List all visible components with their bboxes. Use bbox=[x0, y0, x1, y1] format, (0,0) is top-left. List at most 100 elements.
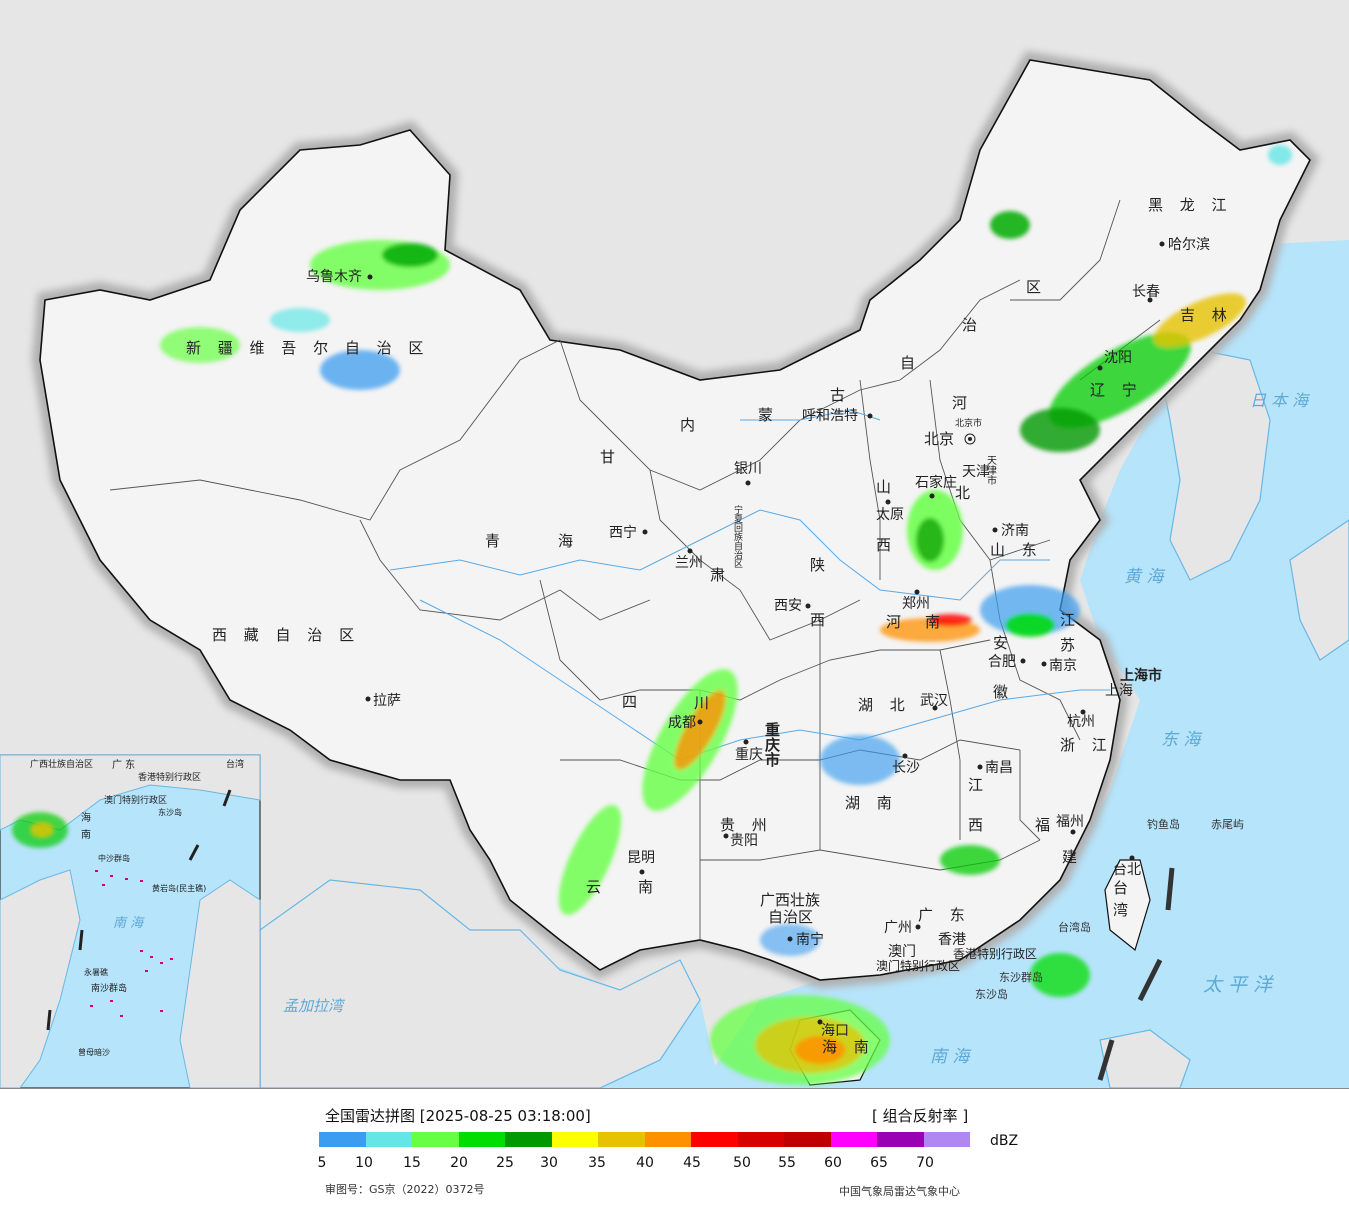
svg-text:银川: 银川 bbox=[734, 461, 762, 477]
city-zhengzhou: 郑州 bbox=[902, 589, 930, 612]
legend-tick-label: 55 bbox=[778, 1155, 796, 1171]
city-kunming: 昆明 bbox=[627, 850, 655, 875]
label-beijing-prov: 北京市 bbox=[955, 417, 982, 429]
label-diaoyu: 钓鱼岛 bbox=[1147, 817, 1180, 831]
label-qinghai-a: 青 bbox=[485, 532, 506, 550]
city-taipei: 台北 bbox=[1113, 855, 1141, 878]
legend-color-bar bbox=[319, 1132, 970, 1147]
city-xian: 西安 bbox=[774, 598, 811, 614]
legend-tick-label: 15 bbox=[403, 1155, 421, 1171]
label-taiwan-island: 台湾岛 bbox=[1058, 920, 1091, 934]
label-heilongjiang: 黑 龙 江 bbox=[1148, 196, 1233, 214]
label-shanxi-b: 西 bbox=[876, 536, 897, 554]
legend-panel: 全国雷达拼图 [2025-08-25 03:18:00] [ 组合反射率 ] d… bbox=[0, 1089, 1349, 1208]
svg-text:南京: 南京 bbox=[1049, 658, 1077, 674]
city-tianjin: 天津 bbox=[962, 464, 990, 480]
label-shanxi-a: 山 bbox=[876, 478, 897, 496]
legend-tick-label: 45 bbox=[683, 1155, 701, 1171]
svg-text:上海: 上海 bbox=[1105, 683, 1133, 699]
svg-text:贵阳: 贵阳 bbox=[730, 833, 758, 849]
indochina-land bbox=[259, 879, 701, 1088]
label-jiangsu-b: 苏 bbox=[1060, 636, 1081, 654]
city-shenyang: 沈阳 bbox=[1097, 350, 1132, 371]
label-henan-b: 南 bbox=[925, 613, 946, 631]
svg-text:成都: 成都 bbox=[668, 715, 696, 731]
legend-swatch bbox=[877, 1132, 924, 1147]
label-taiwan-a: 台 bbox=[1113, 879, 1134, 897]
rivers bbox=[389, 409, 1110, 761]
inset-guangdong: 广 东 bbox=[112, 758, 135, 771]
svg-text:拉萨: 拉萨 bbox=[373, 693, 401, 709]
svg-text:香港: 香港 bbox=[938, 932, 966, 948]
legend-product: [ 组合反射率 ] bbox=[872, 1107, 969, 1125]
legend-tick-label: 5 bbox=[317, 1155, 327, 1171]
label-macau: 澳门特别行政区 bbox=[876, 958, 960, 973]
city-shanghai: 上海 bbox=[1105, 683, 1133, 699]
city-nanning: 南宁 bbox=[787, 931, 824, 948]
label-guizhou: 贵 州 bbox=[720, 816, 773, 834]
label-neimenggu-a: 内 bbox=[680, 416, 701, 434]
legend-tick-label: 20 bbox=[450, 1155, 468, 1171]
legend-swatch bbox=[923, 1132, 970, 1147]
svg-text:兰州: 兰州 bbox=[675, 555, 703, 571]
label-chongqing: 重庆市 bbox=[763, 721, 781, 768]
svg-text:西宁: 西宁 bbox=[609, 524, 637, 541]
legend-review-number: 审图号：GS京（2022）0372号 bbox=[325, 1183, 485, 1196]
label-qinghai-b: 海 bbox=[558, 532, 579, 550]
label-guangxi-b: 自治区 bbox=[768, 908, 813, 926]
label-tianjin: 天津市 bbox=[985, 455, 997, 486]
legend-tick-label: 50 bbox=[733, 1155, 751, 1171]
city-beijing: 北京 bbox=[924, 430, 976, 448]
label-gansu-a: 甘 bbox=[600, 448, 621, 466]
svg-text:西安: 西安 bbox=[774, 598, 802, 614]
svg-text:南宁: 南宁 bbox=[796, 931, 824, 948]
city-shijiazhuang: 石家庄 bbox=[915, 474, 957, 499]
city-nanchang: 南昌 bbox=[977, 760, 1013, 776]
city-macau: 澳门 bbox=[888, 944, 916, 960]
legend-swatch bbox=[644, 1132, 691, 1147]
label-shaanxi-b: 西 bbox=[810, 611, 831, 629]
city-hohhot: 呼和浩特 bbox=[802, 408, 873, 424]
label-neimenggu-d: 自 bbox=[900, 354, 921, 372]
south-sea-inset: 广西壮族自治区 广 东 台湾 香港特别行政区 澳门特别行政区 东沙岛 中沙群岛 … bbox=[0, 754, 261, 1088]
label-anhui-a: 安 bbox=[993, 634, 1014, 652]
philippines-land bbox=[1099, 1029, 1191, 1088]
label-anhui-b: 徽 bbox=[993, 683, 1014, 701]
label-chiwei: 赤尾屿 bbox=[1211, 818, 1244, 831]
inset-hainan-b: 南 bbox=[81, 828, 91, 841]
label-dongsha-qundao: 东沙群岛 bbox=[999, 970, 1043, 984]
legend-swatch bbox=[505, 1132, 552, 1147]
svg-text:海口: 海口 bbox=[821, 1023, 849, 1039]
city-hefei: 合肥 bbox=[988, 654, 1026, 670]
inset-huangyan: 黄岩岛(民主礁) bbox=[152, 883, 206, 893]
province-labels: 黑 龙 江 吉 林 辽 宁 内 蒙 古 自 治 区 新 疆 维 吾 尔 自 治 … bbox=[186, 196, 1233, 1056]
city-chengdu: 成都 bbox=[668, 715, 703, 731]
legend-unit: dBZ bbox=[990, 1133, 1019, 1149]
city-nanjing: 南京 bbox=[1041, 658, 1077, 674]
label-hubei: 湖 北 bbox=[858, 696, 911, 714]
city-yinchuan: 银川 bbox=[734, 461, 762, 486]
legend-swatch bbox=[412, 1132, 459, 1147]
label-jiangsu-a: 江 bbox=[1060, 611, 1081, 629]
svg-text:昆明: 昆明 bbox=[627, 850, 655, 866]
inset-guangxi: 广西壮族自治区 bbox=[30, 758, 93, 770]
label-shandong: 山 东 bbox=[990, 541, 1043, 559]
label-guangdong: 广 东 bbox=[918, 906, 971, 924]
city-fuzhou: 福州 bbox=[1056, 814, 1084, 835]
legend-swatch bbox=[319, 1132, 366, 1147]
svg-text:郑州: 郑州 bbox=[902, 596, 930, 612]
legend-swatch bbox=[458, 1132, 505, 1147]
inset-south-sea: 南 海 bbox=[113, 916, 145, 931]
label-shaanxi-a: 陕 bbox=[810, 556, 831, 574]
label-hebei-a: 河 bbox=[952, 394, 973, 412]
svg-text:长春: 长春 bbox=[1132, 284, 1160, 300]
city-taiyuan: 太原 bbox=[876, 499, 904, 523]
svg-text:太原: 太原 bbox=[876, 507, 904, 523]
city-changsha: 长沙 bbox=[892, 753, 920, 776]
legend-swatch bbox=[551, 1132, 598, 1147]
china-land bbox=[39, 59, 1311, 981]
city-guiyang: 贵阳 bbox=[723, 833, 758, 849]
legend-tick-label: 10 bbox=[355, 1155, 373, 1171]
svg-text:合肥: 合肥 bbox=[988, 654, 1016, 670]
label-guangxi-a: 广西壮族 bbox=[760, 891, 820, 909]
